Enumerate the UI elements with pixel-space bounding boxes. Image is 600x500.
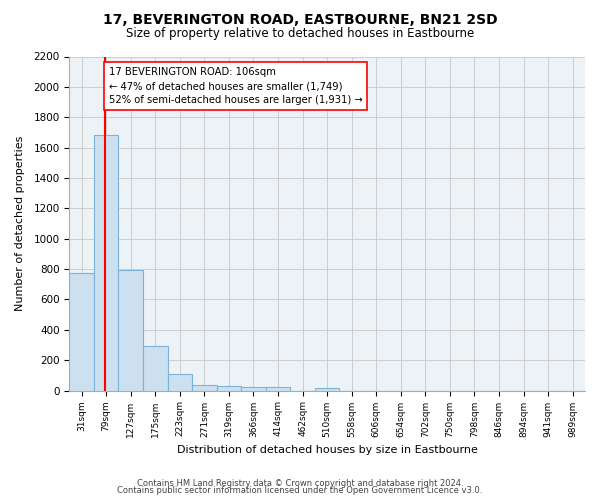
Bar xyxy=(70,273,94,390)
Bar xyxy=(143,346,167,391)
Bar xyxy=(266,387,290,390)
Text: Contains HM Land Registry data © Crown copyright and database right 2024.: Contains HM Land Registry data © Crown c… xyxy=(137,478,463,488)
Y-axis label: Number of detached properties: Number of detached properties xyxy=(15,136,25,311)
Bar xyxy=(118,270,143,390)
Bar xyxy=(167,374,192,390)
X-axis label: Distribution of detached houses by size in Eastbourne: Distribution of detached houses by size … xyxy=(177,445,478,455)
Text: Contains public sector information licensed under the Open Government Licence v3: Contains public sector information licen… xyxy=(118,486,482,495)
Text: 17, BEVERINGTON ROAD, EASTBOURNE, BN21 2SD: 17, BEVERINGTON ROAD, EASTBOURNE, BN21 2… xyxy=(103,12,497,26)
Bar xyxy=(315,388,340,390)
Bar xyxy=(94,136,118,390)
Bar xyxy=(241,387,266,390)
Text: 17 BEVERINGTON ROAD: 106sqm
← 47% of detached houses are smaller (1,749)
52% of : 17 BEVERINGTON ROAD: 106sqm ← 47% of det… xyxy=(109,67,362,105)
Bar xyxy=(217,386,241,390)
Bar xyxy=(192,386,217,390)
Text: Size of property relative to detached houses in Eastbourne: Size of property relative to detached ho… xyxy=(126,28,474,40)
